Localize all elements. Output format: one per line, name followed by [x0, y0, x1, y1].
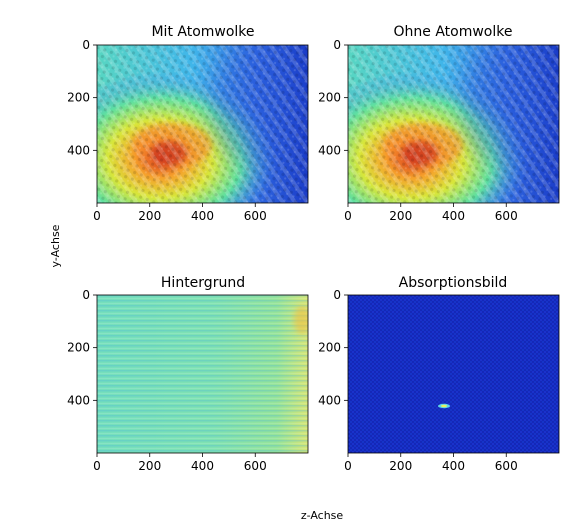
y-tick-label: 0 [333, 288, 341, 302]
x-tick-label: 400 [442, 459, 465, 473]
shared-x-axis-label: z-Achse [301, 509, 344, 522]
x-tick-label: 600 [244, 209, 267, 223]
y-tick-label: 400 [67, 393, 90, 407]
x-tick-label: 400 [442, 209, 465, 223]
x-tick-label: 0 [344, 459, 352, 473]
y-tick-label: 400 [67, 143, 90, 157]
y-tick-label: 200 [318, 341, 341, 355]
panel-title: Absorptionsbild [399, 275, 508, 291]
panel-ohne-atomwolke: Ohne Atomwolke [347, 24, 560, 204]
x-tick-label: 400 [191, 459, 214, 473]
shared-y-axis-label: y-Achse [49, 224, 62, 267]
panel-absorptionsbild: Absorptionsbild [347, 275, 560, 454]
x-tick-label: 600 [495, 209, 518, 223]
y-tick-label: 0 [82, 38, 90, 52]
x-tick-label: 200 [138, 209, 161, 223]
panel-title: Ohne Atomwolke [394, 24, 513, 40]
x-tick-label: 0 [344, 209, 352, 223]
y-tick-label: 0 [82, 288, 90, 302]
y-tick-label: 400 [318, 143, 341, 157]
heatmap-image [347, 44, 560, 204]
x-tick-label: 600 [495, 459, 518, 473]
y-tick-label: 400 [318, 393, 341, 407]
panel-title: Mit Atomwolke [151, 24, 254, 40]
x-tick-label: 600 [244, 459, 267, 473]
heatmap-image [96, 44, 309, 204]
heatmap-image [347, 294, 560, 454]
panel-title: Hintergrund [161, 275, 245, 291]
x-tick-label: 200 [138, 459, 161, 473]
y-tick-label: 0 [333, 38, 341, 52]
y-tick-label: 200 [67, 341, 90, 355]
axes-ticks: 0 200 400 600 0 200 400 0 200 400 600 0 200 400 0 200 40… [67, 38, 518, 473]
x-tick-label: 0 [93, 459, 101, 473]
x-tick-label: 0 [93, 209, 101, 223]
heatmap-image [96, 294, 309, 454]
panel-mit-atomwolke: Mit Atomwolke [96, 24, 309, 204]
panel-hintergrund: Hintergrund [96, 275, 309, 454]
x-tick-label: 200 [389, 209, 412, 223]
y-tick-label: 200 [67, 91, 90, 105]
x-tick-label: 200 [389, 459, 412, 473]
y-tick-label: 200 [318, 91, 341, 105]
x-tick-label: 400 [191, 209, 214, 223]
